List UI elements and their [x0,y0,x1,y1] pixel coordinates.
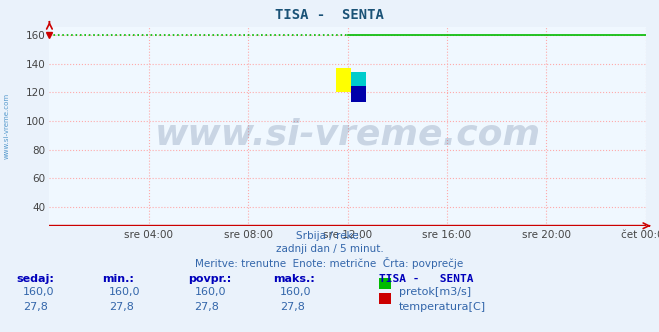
Text: Srbija / reke.: Srbija / reke. [297,231,362,241]
Text: zadnji dan / 5 minut.: zadnji dan / 5 minut. [275,244,384,254]
Bar [351,86,366,102]
Text: 27,8: 27,8 [280,302,305,312]
Text: 27,8: 27,8 [109,302,134,312]
Text: 27,8: 27,8 [194,302,219,312]
Text: TISA -   SENTA: TISA - SENTA [379,274,473,284]
Text: 160,0: 160,0 [23,287,55,297]
Text: temperatura[C]: temperatura[C] [399,302,486,312]
Bar [351,72,366,102]
Text: pretok[m3/s]: pretok[m3/s] [399,287,471,297]
Text: Meritve: trenutne  Enote: metrične  Črta: povprečje: Meritve: trenutne Enote: metrične Črta: … [195,257,464,269]
Text: 160,0: 160,0 [194,287,226,297]
Text: 27,8: 27,8 [23,302,48,312]
Text: 160,0: 160,0 [280,287,312,297]
Text: www.si-vreme.com: www.si-vreme.com [155,117,540,151]
Bar [335,68,351,92]
Text: www.si-vreme.com: www.si-vreme.com [3,93,10,159]
Text: sedaj:: sedaj: [16,274,54,284]
Text: min.:: min.: [102,274,134,284]
Text: TISA -  SENTA: TISA - SENTA [275,8,384,22]
Text: 160,0: 160,0 [109,287,140,297]
Text: povpr.:: povpr.: [188,274,231,284]
Text: maks.:: maks.: [273,274,315,284]
